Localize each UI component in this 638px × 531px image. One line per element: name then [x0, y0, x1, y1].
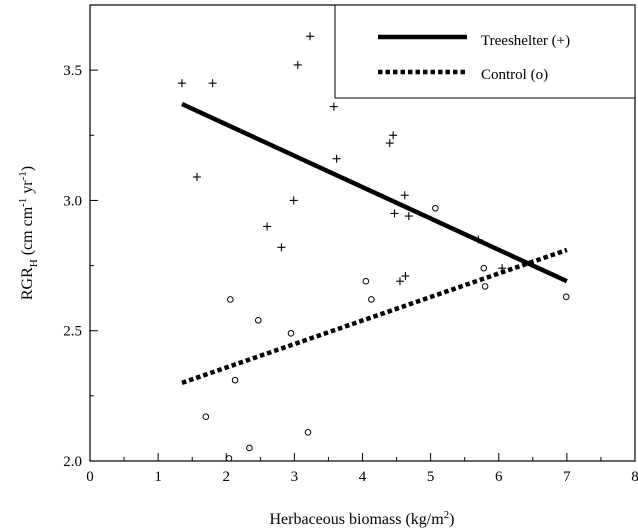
plus-marker: [400, 191, 409, 200]
plus-marker: [289, 196, 298, 205]
x-tick-label: 4: [359, 469, 367, 485]
fit-line-control: [181, 247, 568, 385]
x-tick-label: 0: [86, 469, 94, 485]
x-tick-label: 8: [631, 469, 638, 485]
plus-marker: [395, 277, 404, 286]
legend-box: [334, 4, 636, 99]
circle-marker: [480, 264, 488, 272]
x-tick-label: 2: [223, 469, 231, 485]
axis-ticks: [89, 69, 636, 462]
circle-marker: [231, 376, 239, 384]
plus-marker: [277, 243, 286, 252]
plus-marker: [208, 79, 217, 88]
circle-marker: [202, 413, 210, 421]
circle-marker: [246, 444, 253, 452]
y-tick-label: 3.5: [63, 63, 82, 79]
plus-marker: [192, 172, 201, 181]
legend-label-control: Control (o): [481, 67, 548, 83]
y-tick-labels: 2.0 2.5 3.0 3.5: [63, 63, 82, 470]
y-tick-label: 2.5: [63, 324, 82, 340]
plus-marker: [474, 235, 483, 244]
plus-marker: [263, 222, 272, 231]
fit-lines: [181, 101, 568, 385]
x-tick-label: 6: [495, 469, 503, 485]
circle-marker: [362, 277, 370, 285]
plus-marker: [389, 131, 398, 140]
plus-marker: [293, 60, 302, 69]
plus-marker: [385, 139, 394, 148]
plus-marker: [177, 79, 186, 88]
circle-marker: [432, 204, 439, 212]
circle-marker: [481, 283, 489, 290]
legend-label-treeshelter: Treeshelter (+): [481, 33, 570, 49]
circle-marker: [254, 316, 262, 324]
circle-marker: [368, 296, 375, 303]
circle-marker: [227, 296, 234, 303]
data-markers: [177, 32, 570, 462]
plus-marker: [306, 32, 315, 41]
x-tick-label: 1: [154, 469, 162, 485]
plus-marker: [329, 102, 338, 111]
x-tick-label: 7: [563, 469, 571, 485]
y-axis-title: RGRH (cm cm-1 yr-1): [17, 166, 40, 300]
y-tick-label: 3.0: [63, 193, 82, 209]
plus-marker: [498, 264, 507, 273]
circle-marker: [562, 293, 570, 301]
plus-marker: [404, 212, 413, 221]
x-tick-label: 3: [291, 469, 299, 485]
plus-marker: [332, 154, 341, 163]
circle-marker: [287, 330, 295, 337]
y-tick-label: 2.0: [63, 454, 82, 470]
fit-line-treeshelter: [181, 101, 568, 284]
plus-marker: [401, 271, 410, 280]
circle-marker: [225, 455, 233, 462]
x-tick-label: 5: [427, 469, 435, 485]
legend: Treeshelter (+) Control (o): [334, 4, 636, 99]
x-tick-labels: 0 1 2 3 4 5 6 7 8: [86, 469, 638, 485]
x-axis-title: Herbaceous biomass (kg/m2): [269, 509, 454, 528]
circle-marker: [304, 429, 312, 436]
plus-marker: [390, 209, 399, 218]
